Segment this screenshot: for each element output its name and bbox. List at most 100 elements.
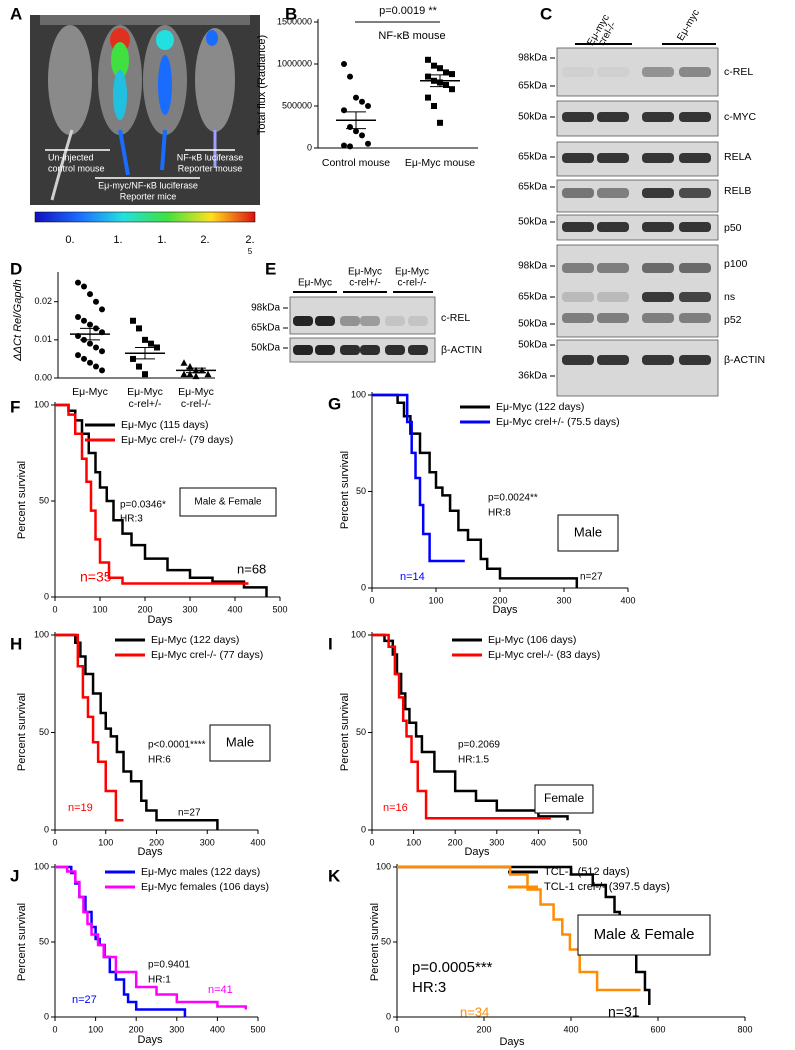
point: [192, 372, 200, 380]
blot-strip: [556, 339, 719, 397]
band: [642, 222, 674, 232]
point: [353, 94, 359, 101]
x-tick-label: Eμ-Myc: [178, 386, 214, 398]
box-label: Female: [544, 791, 584, 805]
x-tick-label: 400: [250, 837, 265, 847]
y-tick-label: 1000000: [277, 58, 312, 68]
sem-bar: [186, 367, 206, 374]
x-tick-label: Eμ-Myc: [127, 386, 163, 398]
box-label: Male: [226, 734, 254, 749]
point: [130, 355, 136, 362]
x-tick-label: 300: [556, 595, 571, 605]
point: [437, 65, 443, 72]
point: [93, 298, 99, 305]
panel-letter: H: [10, 634, 22, 653]
size-marker: 36kDa: [518, 371, 547, 382]
panel-letter: F: [10, 397, 20, 416]
y-tick-label: 0.01: [34, 334, 52, 344]
band: [679, 67, 711, 77]
size-marker: 50kDa: [518, 217, 547, 228]
point: [359, 132, 365, 139]
point: [87, 291, 93, 298]
survival-curve: [55, 403, 249, 585]
image-label: Reporter mouse: [178, 163, 243, 173]
x-tick-label: 0: [52, 1024, 57, 1034]
annotation: HR:6: [148, 755, 171, 766]
band: [597, 188, 629, 198]
band: [642, 112, 674, 122]
survival-curve: [397, 865, 641, 992]
point: [425, 73, 431, 80]
image-label: Reporter mice: [120, 191, 177, 201]
box-label: Male: [574, 524, 602, 539]
y-axis-label: Percent survival: [16, 693, 28, 771]
survival-curve: [372, 633, 551, 820]
band: [679, 112, 711, 122]
x-tick-label: 0: [52, 604, 57, 614]
y-tick-label: 50: [39, 495, 49, 505]
band: [315, 345, 335, 355]
y-tick-label: 0: [361, 582, 366, 592]
legend-label: Eμ-Myc (122 days): [151, 634, 239, 646]
y-axis-label: ΔΔCt Rel/Gapdh: [12, 279, 24, 361]
mouse-image: [30, 15, 260, 223]
x-axis-label: Days: [499, 1036, 525, 1048]
legend-label: TCL-1 (512 days): [544, 866, 630, 878]
point: [87, 359, 93, 366]
band: [562, 112, 594, 122]
annotation: n=27: [72, 994, 97, 1006]
band: [642, 292, 674, 302]
x-tick-label: 0: [394, 1024, 399, 1034]
x-tick-label: 600: [650, 1024, 665, 1034]
box-label: Male & Female: [594, 926, 695, 943]
y-tick-label: 0.00: [34, 372, 52, 382]
band: [385, 345, 405, 355]
point: [81, 317, 87, 324]
y-tick-label: 100: [376, 861, 391, 871]
lane-label: Eμ-Myc: [298, 278, 332, 289]
y-tick-label: 500000: [282, 100, 312, 110]
band: [562, 292, 594, 302]
size-marker: 65kDa: [518, 292, 547, 303]
y-tick-label: 50: [39, 727, 49, 737]
panel-letter: J: [10, 866, 19, 885]
y-tick-label: 100: [351, 389, 366, 399]
band: [562, 222, 594, 232]
x-tick-label: 400: [620, 595, 635, 605]
x-axis-label: Days: [147, 614, 173, 626]
x-axis-label: Days: [464, 846, 490, 858]
size-marker: 50kDa: [251, 343, 280, 354]
sem-bar: [430, 74, 450, 88]
band: [340, 345, 360, 355]
point: [449, 71, 455, 78]
band: [562, 355, 594, 365]
legend-label: Eμ-Myc (122 days): [496, 401, 584, 413]
band: [679, 222, 711, 232]
blot-strip: [556, 244, 719, 338]
y-tick-label: 50: [356, 727, 366, 737]
panel-letter: D: [10, 259, 22, 278]
band: [597, 263, 629, 273]
band: [385, 316, 405, 326]
point: [99, 348, 105, 355]
y-tick-label: 50: [381, 936, 391, 946]
y-tick-label: 0: [361, 824, 366, 834]
band: [408, 316, 428, 326]
band: [642, 263, 674, 273]
size-marker: 65kDa: [518, 152, 547, 163]
point: [443, 82, 449, 88]
legend-label: Eμ-Myc crel-/- (77 days): [151, 649, 263, 661]
colorbar-tick-label: 2.: [245, 234, 254, 246]
point: [425, 94, 431, 101]
annotation: n=41: [208, 984, 233, 996]
chart-title: NF-κB mouse: [378, 30, 445, 42]
point: [341, 107, 347, 114]
point: [154, 344, 160, 351]
annotation: n=31: [608, 1004, 640, 1020]
colorbar-tick-label: 1.: [157, 234, 166, 246]
lane-label: Eμ-myc: [675, 8, 702, 43]
survival-curve: [397, 865, 651, 1005]
annotation: n=14: [400, 571, 425, 583]
annotation: HR:3: [120, 514, 143, 525]
x-tick-label: 100: [406, 837, 421, 847]
